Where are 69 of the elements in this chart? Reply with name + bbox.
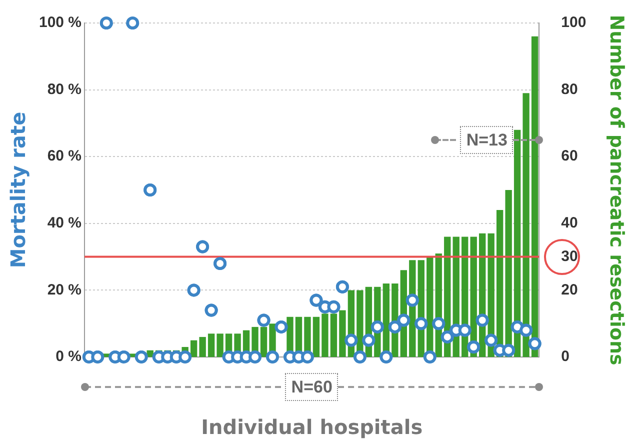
point — [248, 350, 262, 364]
point — [187, 284, 200, 297]
y2-tick-label: 100 — [561, 14, 586, 32]
y2-tick-label: 80 — [561, 80, 578, 98]
bar — [208, 334, 215, 357]
y-tick-label: 0 % — [56, 348, 82, 366]
x-axis-title: Individual hospitals — [201, 415, 423, 440]
point — [388, 320, 402, 334]
y-tick-label: 60 % — [47, 148, 82, 165]
point — [257, 314, 270, 327]
y-tick-label: 80 % — [47, 80, 82, 98]
point — [467, 340, 480, 354]
y2-tick-label: 30 — [561, 248, 578, 265]
y2-tick-label: 20 — [561, 281, 578, 298]
point — [484, 334, 498, 347]
point — [520, 324, 533, 337]
bar — [330, 314, 338, 357]
point — [300, 350, 314, 364]
point — [528, 337, 542, 350]
bar — [312, 316, 320, 357]
point — [362, 334, 376, 347]
bar — [531, 36, 538, 357]
point — [310, 294, 323, 307]
point — [266, 350, 280, 364]
point — [336, 280, 349, 294]
point — [502, 344, 516, 357]
bar — [199, 336, 206, 357]
y-axis-title: Mortality rate — [6, 112, 30, 268]
point — [458, 324, 472, 337]
bar — [322, 314, 328, 357]
point — [414, 317, 428, 330]
bar — [216, 334, 224, 357]
point — [134, 350, 148, 364]
point — [117, 350, 130, 364]
bar — [522, 93, 530, 357]
point — [432, 317, 446, 330]
y2-tick-label: 40 — [561, 214, 578, 232]
bar — [260, 326, 268, 357]
point — [476, 314, 489, 327]
y2-tick-label: 0 — [561, 348, 570, 366]
point — [274, 320, 288, 334]
point — [344, 334, 358, 347]
bar — [339, 310, 346, 357]
point — [406, 294, 419, 307]
y-tick-label: 40 % — [47, 214, 82, 232]
point — [397, 314, 410, 327]
point — [370, 320, 384, 334]
point — [126, 16, 140, 30]
point — [178, 350, 192, 364]
point — [440, 330, 454, 344]
point — [204, 304, 218, 317]
point — [380, 350, 393, 364]
point — [423, 350, 436, 364]
text: N=60 — [291, 378, 332, 397]
point — [144, 184, 157, 196]
y2-axis-title: Number of pancreatic resections — [606, 14, 628, 366]
bar — [514, 130, 521, 357]
bar — [505, 190, 512, 357]
annotation: N=13 — [466, 130, 508, 150]
bar — [190, 340, 198, 357]
point — [327, 300, 340, 314]
point — [100, 16, 113, 30]
point — [353, 350, 366, 364]
y-tick-label: 100 % — [38, 14, 82, 32]
point — [214, 256, 227, 270]
point — [196, 240, 210, 254]
y2-tick-label: 60 — [561, 148, 578, 165]
point — [91, 350, 104, 364]
y-tick-label: 20 % — [47, 281, 82, 298]
